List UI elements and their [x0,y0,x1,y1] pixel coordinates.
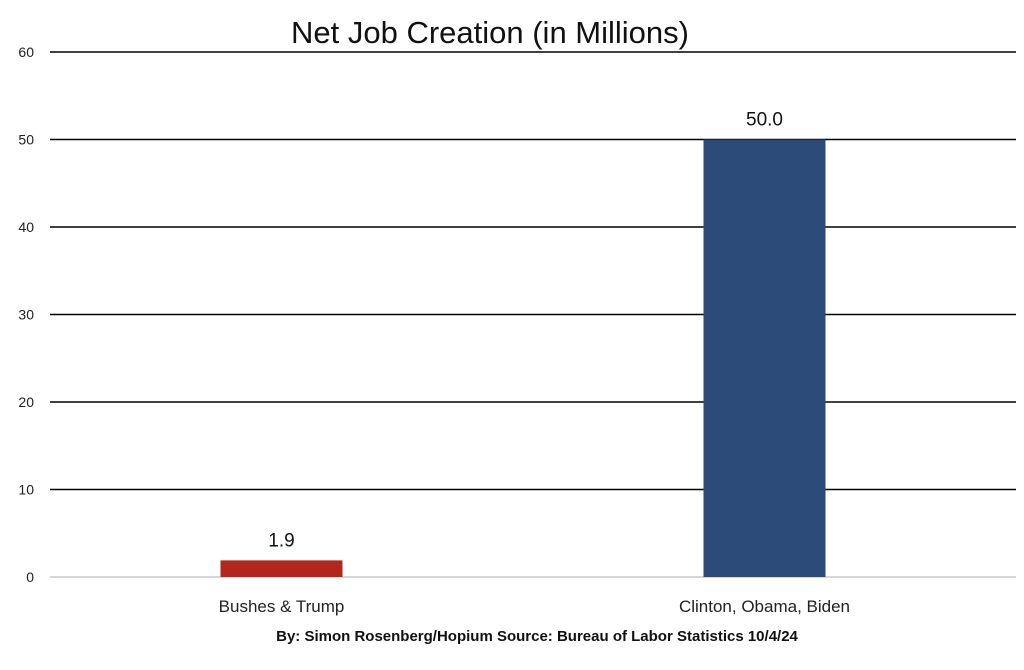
y-tick-label: 20 [18,394,34,410]
chart-title: Net Job Creation (in Millions) [291,15,689,50]
labels: 0 10 20 30 40 50 60 1.9 Bushes & Trump 50.0 Clinto… [18,44,850,616]
gridlines [50,51,1016,578]
x-category-label: Bushes & Trump [219,597,345,616]
bars [220,139,826,577]
y-tick-label: 60 [18,44,34,60]
y-tick-label: 10 [18,482,34,498]
y-tick-label: 30 [18,307,34,323]
data-label: 1.9 [268,530,294,551]
source-note: By: Simon Rosenberg/Hopium Source: Burea… [276,628,798,645]
bar [220,560,343,577]
y-tick-label: 50 [18,132,34,148]
y-tick-label: 0 [26,569,34,585]
data-label: 50.0 [746,110,783,131]
y-tick-label: 40 [18,219,34,235]
bar [703,139,826,577]
x-category-label: Clinton, Obama, Biden [679,597,850,616]
